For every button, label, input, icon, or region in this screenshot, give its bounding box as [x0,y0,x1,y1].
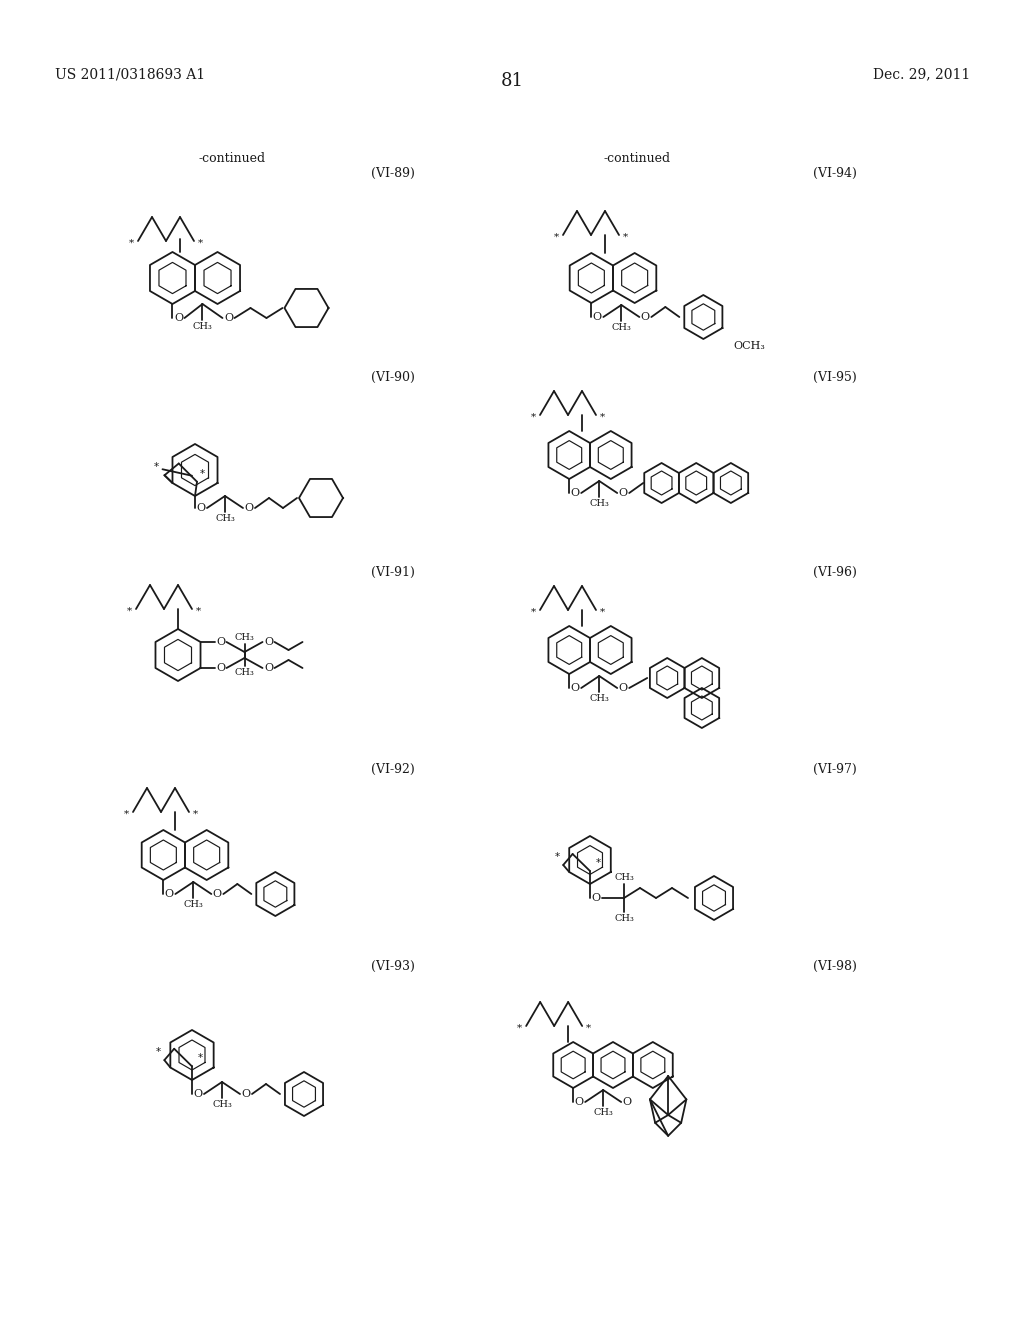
Text: *: * [198,239,203,248]
Text: US 2011/0318693 A1: US 2011/0318693 A1 [55,67,205,81]
Text: *: * [600,412,605,421]
Text: CH₃: CH₃ [589,694,609,704]
Text: CH₃: CH₃ [215,513,234,523]
Text: *: * [198,1053,203,1064]
Text: *: * [196,606,201,615]
Text: (VI-98): (VI-98) [813,960,857,973]
Text: *: * [554,232,559,242]
Text: O: O [245,503,254,513]
Text: CH₃: CH₃ [183,900,204,909]
Text: O: O [216,638,225,647]
Text: O: O [593,312,602,322]
Text: *: * [586,1023,591,1032]
Text: (VI-96): (VI-96) [813,566,857,579]
Text: *: * [595,858,600,869]
Text: O: O [618,682,628,693]
Text: Dec. 29, 2011: Dec. 29, 2011 [872,67,970,81]
Text: 81: 81 [501,73,523,90]
Text: O: O [641,312,650,322]
Text: -continued: -continued [199,152,265,165]
Text: O: O [264,638,273,647]
Text: (VI-97): (VI-97) [813,763,857,776]
Text: O: O [618,488,628,498]
Text: (VI-93): (VI-93) [371,960,415,973]
Text: O: O [165,888,174,899]
Text: O: O [174,313,183,323]
Text: CH₃: CH₃ [614,913,634,923]
Text: *: * [555,851,560,862]
Text: *: * [127,606,132,615]
Text: *: * [530,412,536,421]
Text: CH₃: CH₃ [589,499,609,508]
Text: OCH₃: OCH₃ [733,341,765,351]
Text: O: O [216,663,225,673]
Text: O: O [570,488,580,498]
Text: O: O [213,888,222,899]
Text: O: O [242,1089,251,1100]
Text: O: O [224,313,233,323]
Text: (VI-92): (VI-92) [371,763,415,776]
Text: CH₃: CH₃ [611,323,631,333]
Text: (VI-95): (VI-95) [813,371,857,384]
Text: CH₃: CH₃ [593,1107,613,1117]
Text: *: * [530,607,536,616]
Text: *: * [193,809,198,818]
Text: (VI-90): (VI-90) [371,371,415,384]
Text: O: O [264,663,273,673]
Text: O: O [574,1097,584,1107]
Text: *: * [517,1023,522,1032]
Text: O: O [623,1097,632,1107]
Text: (VI-89): (VI-89) [371,168,415,180]
Text: (VI-94): (VI-94) [813,168,857,180]
Text: CH₃: CH₃ [234,634,254,642]
Text: CH₃: CH₃ [614,873,634,882]
Text: O: O [197,503,206,513]
Text: CH₃: CH₃ [193,322,212,331]
Text: *: * [156,1047,161,1057]
Text: O: O [570,682,580,693]
Text: *: * [129,239,134,248]
Text: O: O [194,1089,203,1100]
Text: *: * [600,607,605,616]
Text: *: * [200,469,205,479]
Text: -continued: -continued [603,152,671,165]
Text: CH₃: CH₃ [212,1100,232,1109]
Text: O: O [592,894,600,903]
Text: (VI-91): (VI-91) [371,566,415,579]
Text: *: * [623,232,628,242]
Text: *: * [124,809,129,818]
Text: *: * [154,462,159,473]
Text: CH₃: CH₃ [234,668,254,677]
